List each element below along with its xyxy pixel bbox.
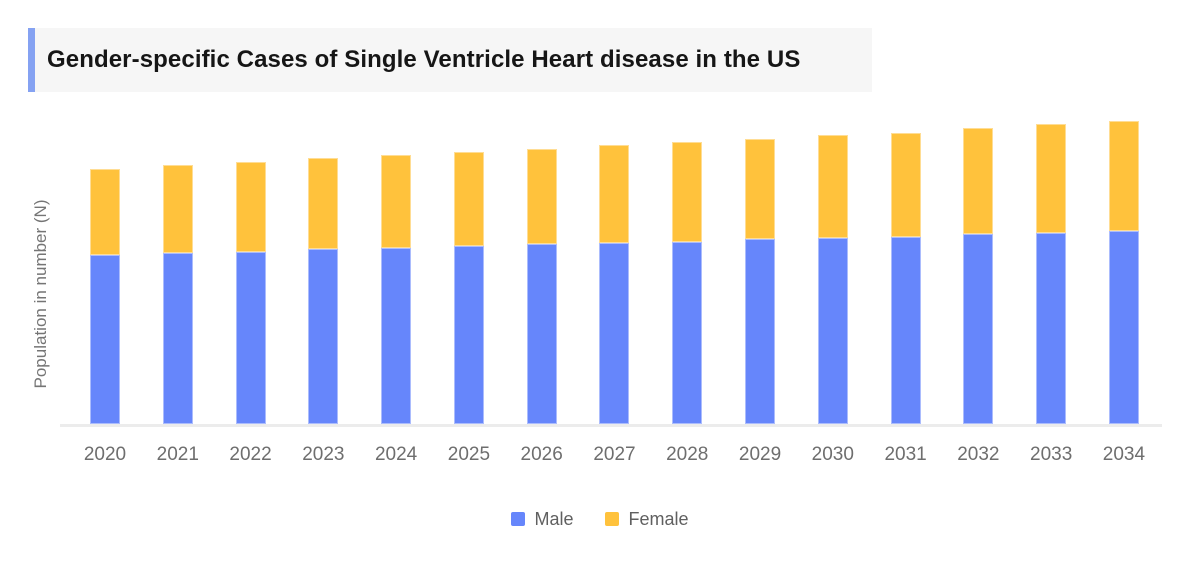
bar-column: 2021 [157, 165, 199, 465]
female-bar-segment[interactable] [90, 169, 120, 255]
x-axis-label: 2022 [229, 444, 272, 465]
male-bar-segment[interactable] [890, 237, 921, 424]
x-axis-label: 2030 [811, 444, 854, 465]
female-bar-segment[interactable] [526, 149, 557, 244]
title-bar: Gender-specific Cases of Single Ventricl… [35, 28, 872, 92]
female-bar-segment[interactable] [381, 155, 412, 248]
bar-column: 2029 [739, 139, 781, 465]
male-bar-segment[interactable] [453, 246, 484, 424]
female-bar-segment[interactable] [235, 162, 266, 252]
female-bar-segment[interactable] [1108, 121, 1139, 231]
title-accent-bar [28, 28, 35, 92]
x-axis-label: 2026 [520, 444, 563, 465]
bar-column: 2034 [1103, 121, 1145, 465]
female-bar-segment[interactable] [162, 165, 193, 253]
male-bar-segment[interactable] [162, 253, 193, 424]
x-axis-label: 2023 [302, 444, 345, 465]
male-bar-segment[interactable] [599, 243, 630, 424]
female-bar-segment[interactable] [453, 152, 484, 246]
bar-column: 2023 [302, 158, 344, 465]
female-bar-segment[interactable] [599, 145, 630, 243]
plot-area: 2020 2021 2022 2023 2024 2025 2026 2027 2028 2029… [60, 110, 1162, 465]
y-axis-label: Population in number (N) [31, 199, 50, 389]
x-axis-label: 2033 [1030, 444, 1073, 465]
x-axis-label: 2024 [374, 444, 418, 465]
bar-column: 2024 [375, 155, 417, 465]
bar-column: 2027 [593, 145, 636, 465]
bar-column: 2028 [666, 142, 708, 465]
x-axis-label: 2031 [884, 444, 927, 465]
x-axis-label: 2027 [593, 444, 636, 465]
bar-column: 2022 [229, 162, 272, 465]
female-bar-segment[interactable] [890, 133, 921, 237]
x-axis-label: 2029 [738, 444, 782, 465]
male-bar-segment[interactable] [308, 249, 339, 424]
female-legend-swatch [605, 512, 620, 526]
female-legend-label: Female [628, 508, 689, 529]
female-bar-segment[interactable] [308, 158, 339, 249]
male-bar-segment[interactable] [745, 239, 776, 424]
female-bar-segment[interactable] [672, 142, 703, 242]
male-bar-segment[interactable] [381, 248, 412, 424]
female-bar-segment[interactable] [745, 139, 776, 239]
legend-item-female[interactable]: Female [605, 508, 689, 530]
male-legend-label: Male [534, 508, 574, 529]
bar-column: 2033 [1030, 124, 1072, 465]
x-axis-label: 2021 [156, 444, 199, 465]
male-bar-segment[interactable] [672, 242, 703, 424]
bar-column: 2031 [884, 133, 927, 465]
female-bar-segment[interactable] [817, 135, 848, 238]
female-bar-segment[interactable] [963, 128, 994, 234]
bar-column: 2032 [957, 128, 1000, 465]
bar-column: 2030 [812, 135, 854, 465]
bar-column: 2020 [84, 169, 126, 465]
x-axis-label: 2020 [83, 444, 127, 465]
x-axis-label: 2034 [1102, 444, 1146, 465]
male-bar-segment[interactable] [526, 244, 557, 424]
male-legend-swatch [511, 512, 526, 526]
chart-title: Gender-specific Cases of Single Ventricl… [47, 46, 801, 73]
female-bar-segment[interactable] [1036, 124, 1067, 233]
bar-column: 2026 [521, 149, 563, 465]
male-bar-segment[interactable] [235, 252, 266, 424]
legend-item-male[interactable]: Male [511, 509, 573, 530]
male-bar-segment[interactable] [1036, 233, 1067, 424]
male-bar-segment[interactable] [90, 255, 120, 424]
x-axis-label: 2032 [957, 444, 1000, 465]
bar-column: 2025 [448, 152, 490, 465]
legend: Male Female [0, 505, 1200, 533]
x-axis-label: 2025 [447, 444, 491, 465]
x-axis-label: 2028 [666, 444, 709, 465]
male-bar-segment[interactable] [963, 234, 994, 424]
male-bar-segment[interactable] [1108, 231, 1139, 424]
male-bar-segment[interactable] [817, 238, 848, 424]
